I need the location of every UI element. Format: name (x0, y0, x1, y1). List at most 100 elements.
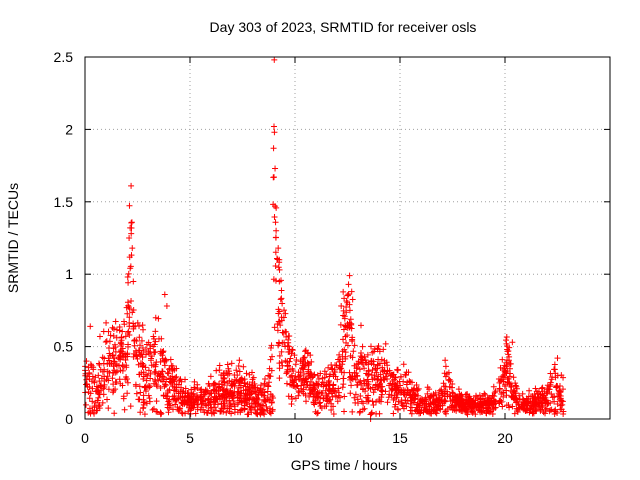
data-point (247, 407, 254, 414)
data-point (170, 396, 177, 403)
data-point (370, 389, 377, 396)
data-point (351, 342, 358, 349)
data-point (548, 406, 555, 413)
data-point (389, 386, 396, 393)
data-point (221, 375, 228, 382)
data-point (305, 366, 312, 373)
data-point (160, 392, 167, 399)
data-point (532, 406, 539, 413)
data-point (557, 389, 564, 396)
data-point (285, 336, 292, 343)
data-point (271, 213, 278, 220)
data-point (326, 397, 333, 404)
data-point (396, 378, 403, 385)
data-point (444, 391, 451, 398)
data-point (465, 403, 472, 410)
data-point (427, 410, 434, 417)
data-point (268, 342, 275, 349)
data-point (330, 371, 337, 378)
data-point (449, 397, 456, 404)
data-point (346, 301, 353, 308)
data-point (213, 388, 220, 395)
data-point (223, 398, 230, 405)
data-point (362, 388, 369, 395)
data-point (182, 410, 189, 417)
data-point (103, 319, 110, 326)
data-point (267, 344, 274, 351)
data-point (88, 362, 95, 369)
data-point (383, 359, 390, 366)
data-point (155, 335, 162, 342)
data-point (320, 383, 327, 390)
data-point (246, 381, 253, 388)
data-point (349, 408, 356, 415)
data-point (302, 392, 309, 399)
data-point (289, 377, 296, 384)
data-point (111, 410, 118, 417)
data-point (112, 318, 119, 325)
data-point (468, 408, 475, 415)
data-point (236, 368, 243, 375)
data-point (153, 398, 160, 405)
data-point (269, 408, 276, 415)
data-point (164, 404, 171, 411)
data-point (274, 327, 281, 334)
data-point (294, 382, 301, 389)
data-point (475, 404, 482, 411)
data-point (442, 398, 449, 405)
data-point (226, 401, 233, 408)
data-point (125, 341, 132, 348)
data-point (480, 404, 487, 411)
data-point-peak (129, 245, 136, 252)
y-tick-label: 0.5 (54, 339, 74, 355)
data-point (370, 402, 377, 409)
data-point (427, 393, 434, 400)
data-point (300, 359, 307, 366)
data-point (441, 370, 448, 377)
data-point (175, 381, 182, 388)
data-point-peak (276, 256, 283, 263)
data-point (166, 386, 173, 393)
x-tick-label: 15 (392, 430, 408, 446)
data-point (136, 383, 143, 390)
data-point-peak (504, 346, 511, 353)
data-point (282, 310, 289, 317)
plot-frame (84, 56, 611, 420)
data-point (516, 396, 523, 403)
data-point (431, 406, 438, 413)
data-point (119, 328, 126, 335)
data-point (337, 362, 344, 369)
data-point (194, 406, 201, 413)
data-point (454, 399, 461, 406)
data-point (116, 352, 123, 359)
data-point (504, 368, 511, 375)
data-point (272, 263, 279, 270)
data-point (289, 395, 296, 402)
data-point (296, 389, 303, 396)
data-point-peak (161, 291, 168, 298)
data-point-peak (272, 203, 279, 210)
data-point-peak (554, 355, 561, 362)
data-point (340, 375, 347, 382)
x-tick-label: 5 (186, 430, 194, 446)
data-point (359, 343, 366, 350)
data-point (231, 382, 238, 389)
data-point (346, 307, 353, 314)
data-point (124, 329, 131, 336)
data-point (328, 407, 335, 414)
data-point (509, 389, 516, 396)
data-point (441, 409, 448, 416)
data-point (350, 348, 357, 355)
data-point (121, 406, 128, 413)
data-point (242, 391, 249, 397)
data-point (343, 303, 350, 310)
data-point (237, 384, 244, 391)
data-point (149, 406, 156, 413)
data-point (249, 376, 256, 383)
data-point (169, 383, 176, 390)
data-point (375, 373, 382, 380)
data-point (108, 360, 115, 367)
data-point (288, 400, 295, 407)
data-point (347, 390, 354, 397)
